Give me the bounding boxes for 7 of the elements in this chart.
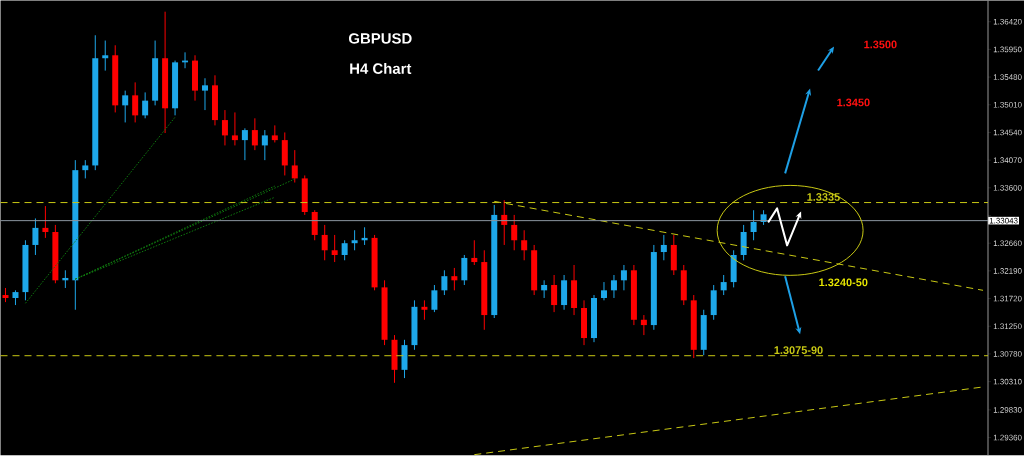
annotation: 1.3500 — [864, 40, 897, 49]
text: H4 Chart — [350, 63, 412, 75]
text: GBPUSD — [348, 33, 412, 44]
annotation: 1.3240-50 — [819, 278, 868, 287]
annotation: 1.3450 — [837, 98, 870, 107]
ref-line-label: 1.3075-90 — [774, 346, 823, 355]
ref-line-label: 1.3335 — [807, 193, 840, 201]
